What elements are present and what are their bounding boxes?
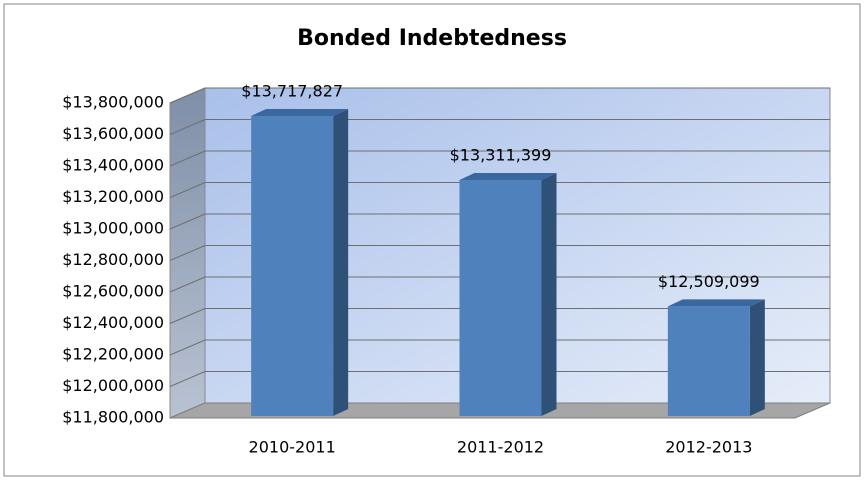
bar-top bbox=[459, 172, 557, 180]
grid-line bbox=[169, 119, 830, 135]
bar bbox=[459, 179, 542, 416]
grid-line bbox=[169, 87, 830, 104]
data-label: $13,717,827 bbox=[241, 81, 343, 100]
bar-top bbox=[251, 108, 349, 116]
x-tick-label: 2010-2011 bbox=[249, 438, 336, 457]
grid-line bbox=[169, 150, 830, 167]
y-tick-label: $13,600,000 bbox=[62, 124, 164, 143]
bar-side bbox=[749, 299, 765, 416]
bar bbox=[251, 115, 334, 416]
bar bbox=[667, 306, 750, 416]
grid-line bbox=[169, 339, 830, 356]
y-tick-label: $13,200,000 bbox=[62, 187, 164, 206]
y-tick-label: $12,800,000 bbox=[62, 250, 164, 269]
chart-title: Bonded Indebtedness bbox=[297, 26, 567, 51]
plot-area: $11,800,000 $12,000,000 $12,200,000 $12,400… bbox=[62, 81, 831, 457]
y-tick-label: $12,600,000 bbox=[62, 282, 164, 301]
grid-line bbox=[169, 308, 830, 324]
grid-line bbox=[169, 276, 830, 293]
grid-line bbox=[169, 245, 830, 261]
grid-line bbox=[169, 182, 830, 198]
y-tick-label: $13,400,000 bbox=[62, 156, 164, 175]
data-label: $13,311,399 bbox=[450, 145, 552, 164]
data-label: $12,509,099 bbox=[658, 272, 760, 291]
bar-top bbox=[667, 299, 765, 307]
y-tick-label: $12,400,000 bbox=[62, 313, 164, 332]
grid-line bbox=[169, 213, 830, 230]
grid-line bbox=[169, 371, 830, 387]
y-tick-label: $12,200,000 bbox=[62, 345, 164, 364]
bar-side bbox=[541, 172, 557, 416]
bar-side bbox=[333, 108, 349, 416]
y-tick-label: $13,800,000 bbox=[62, 93, 164, 112]
x-tick-label: 2012-2013 bbox=[665, 438, 752, 457]
y-tick-label: $12,000,000 bbox=[62, 376, 164, 395]
y-tick-label: $11,800,000 bbox=[62, 408, 164, 427]
y-tick-label: $13,000,000 bbox=[62, 219, 164, 238]
x-tick-label: 2011-2012 bbox=[457, 438, 544, 457]
